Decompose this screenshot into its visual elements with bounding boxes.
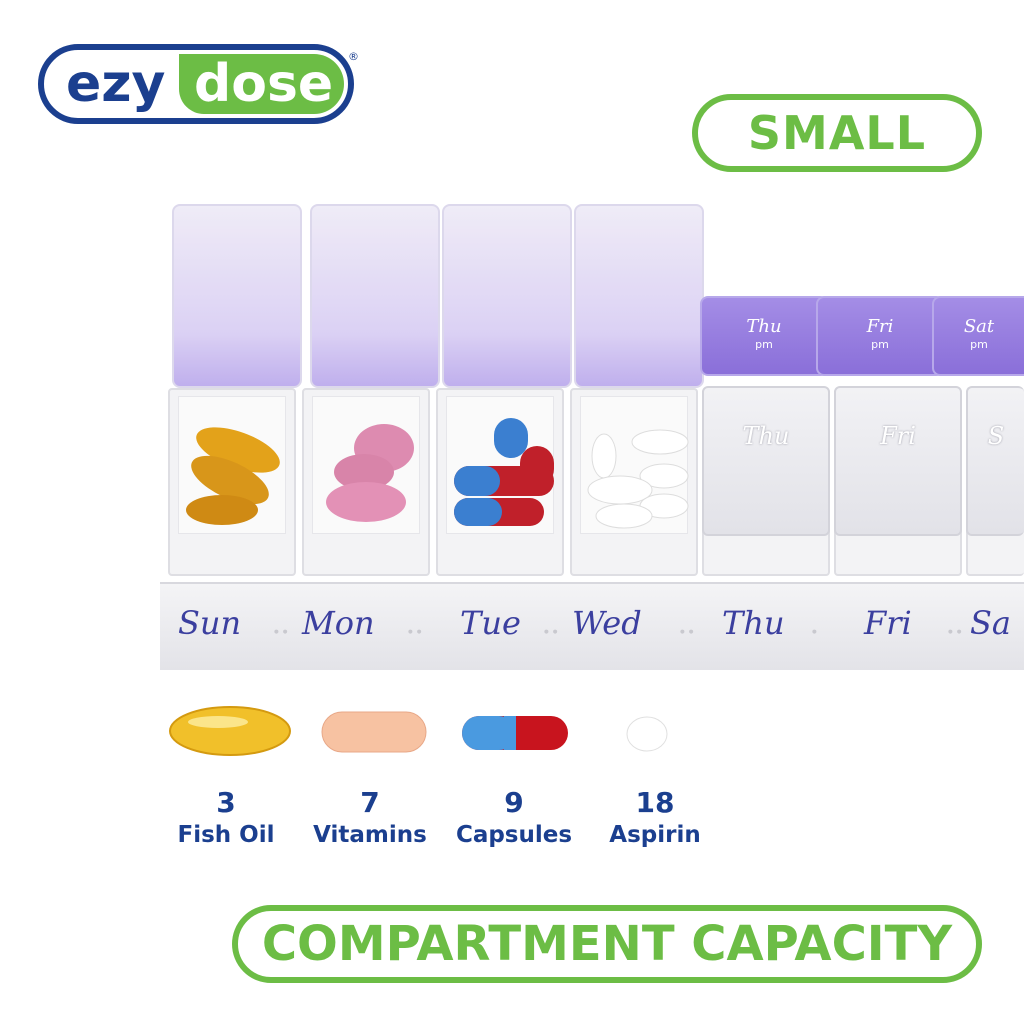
capsule-pills (454, 418, 554, 526)
organizer-base: Sun ∙∙ Mon ∙∙ Tue ∙∙ Wed ∙∙ Thu ∙ Fri ∙∙… (160, 582, 1024, 670)
vitamin-icon (321, 711, 427, 753)
aspirin-count: 18 (635, 786, 675, 819)
closed-lid-thu-am[interactable]: Thu (702, 386, 830, 536)
vitamin-pills (326, 424, 414, 522)
closed-lid-sat-pm[interactable]: Sat pm (932, 296, 1024, 376)
compartment-mon (302, 388, 430, 576)
size-badge: SMALL (692, 94, 982, 172)
capsules-label: Capsules (455, 822, 573, 848)
compartment-tue (436, 388, 564, 576)
capsules-count: 9 (504, 786, 524, 819)
day-label-sun: Sun (178, 604, 242, 642)
day-label-thu: Thu (722, 604, 785, 642)
capsule-icon (462, 716, 568, 750)
closed-lid-thu-pm[interactable]: Thu pm (700, 296, 828, 376)
compartment-sun (168, 388, 296, 576)
open-lid-wed[interactable] (574, 204, 704, 388)
fish-oil-label: Fish Oil (177, 822, 275, 848)
open-lid-mon[interactable] (310, 204, 440, 388)
logo-text-ezy: ezy (66, 54, 166, 114)
compartment-capacity-badge: COMPARTMENT CAPACITY (232, 905, 982, 983)
aspirin-label: Aspirin (609, 822, 701, 848)
open-lid-tue[interactable] (442, 204, 572, 388)
fish-oil-icon (169, 706, 291, 756)
logo-text-dose: dose (194, 54, 334, 114)
day-label-sat: Sa (970, 604, 1011, 642)
lid-day-sat: Sat (963, 316, 995, 337)
fish-oil-count: 3 (216, 786, 236, 819)
fish-oil-pills (186, 427, 280, 525)
lid-pm-thu: pm (755, 338, 773, 351)
lid-pm-fri: pm (871, 338, 889, 351)
vitamins-count: 7 (360, 786, 380, 819)
compartment-wed (570, 388, 698, 576)
day-label-wed: Wed (572, 604, 642, 642)
ezy-dose-logo: ezy dose (38, 44, 354, 124)
vitamins-label: Vitamins (313, 822, 427, 848)
aspirin-icon (626, 716, 668, 752)
lid-day-fri: Fri (866, 316, 894, 337)
closed-lid-sat-am[interactable]: S (966, 386, 1024, 536)
registered-mark: ® (348, 50, 359, 63)
aspirin-pills (587, 429, 689, 529)
day-label-tue: Tue (460, 604, 521, 642)
lid-pm-sat: pm (970, 338, 988, 351)
day-label-mon: Mon (302, 604, 375, 642)
day-label-fri: Fri (864, 604, 912, 642)
closed-lid-fri-pm[interactable]: Fri pm (816, 296, 944, 376)
open-lid-sun[interactable] (172, 204, 302, 388)
lid-day-thu: Thu (746, 316, 782, 337)
closed-lid-fri-am[interactable]: Fri (834, 386, 962, 536)
